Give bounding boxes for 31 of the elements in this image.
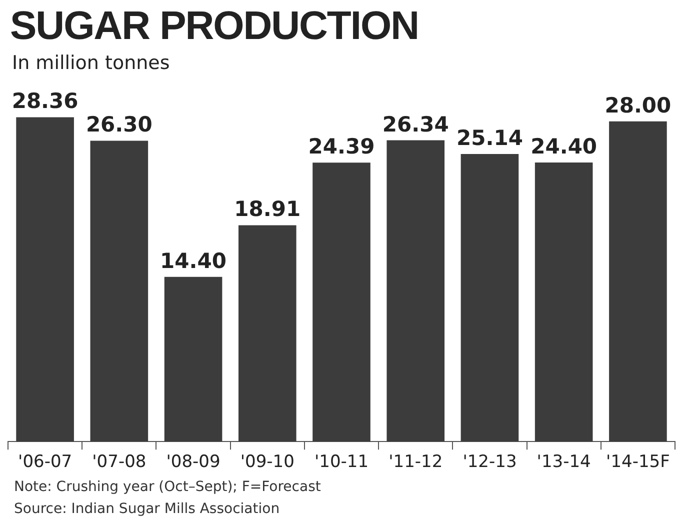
- data-label: 18.91: [234, 197, 301, 222]
- bar: [609, 121, 667, 442]
- x-tick-label: '07-08: [92, 452, 146, 472]
- data-label: 14.40: [160, 248, 226, 273]
- bar: [238, 225, 296, 442]
- bar: [312, 162, 370, 442]
- x-tick-label: '12-13: [462, 452, 517, 472]
- data-label: 26.34: [382, 112, 449, 136]
- bar: [460, 154, 519, 442]
- text: Note: Crushing year (Oct–Sept); F=Forecast: [14, 478, 321, 497]
- data-label: 28.00: [604, 93, 672, 118]
- bar: [386, 140, 445, 442]
- x-tick-label: '11-12: [388, 452, 443, 472]
- data-label: 24.39: [308, 134, 375, 159]
- x-tick-label: '08-09: [166, 452, 220, 472]
- chart-subtitle: In million tonnes: [12, 52, 170, 74]
- x-tick-label: '13-14: [536, 452, 591, 472]
- bar: [164, 276, 222, 442]
- x-tick-label: '09-10: [240, 452, 294, 472]
- data-label: 25.14: [456, 126, 523, 150]
- x-tick-label: '06-07: [18, 452, 72, 472]
- bar: [534, 162, 593, 442]
- source-note: Source: Indian Sugar Mills Association: [14, 500, 281, 519]
- x-tick-label: '10-11: [314, 452, 369, 472]
- data-label: 28.36: [12, 89, 78, 114]
- bar: [90, 140, 148, 442]
- chart-title: SUGAR PRODUCTION: [10, 4, 418, 49]
- bar: [16, 117, 74, 442]
- x-tick-label: '14-15F: [606, 452, 670, 472]
- data-label: 26.30: [86, 112, 152, 137]
- data-label: 24.40: [530, 134, 598, 158]
